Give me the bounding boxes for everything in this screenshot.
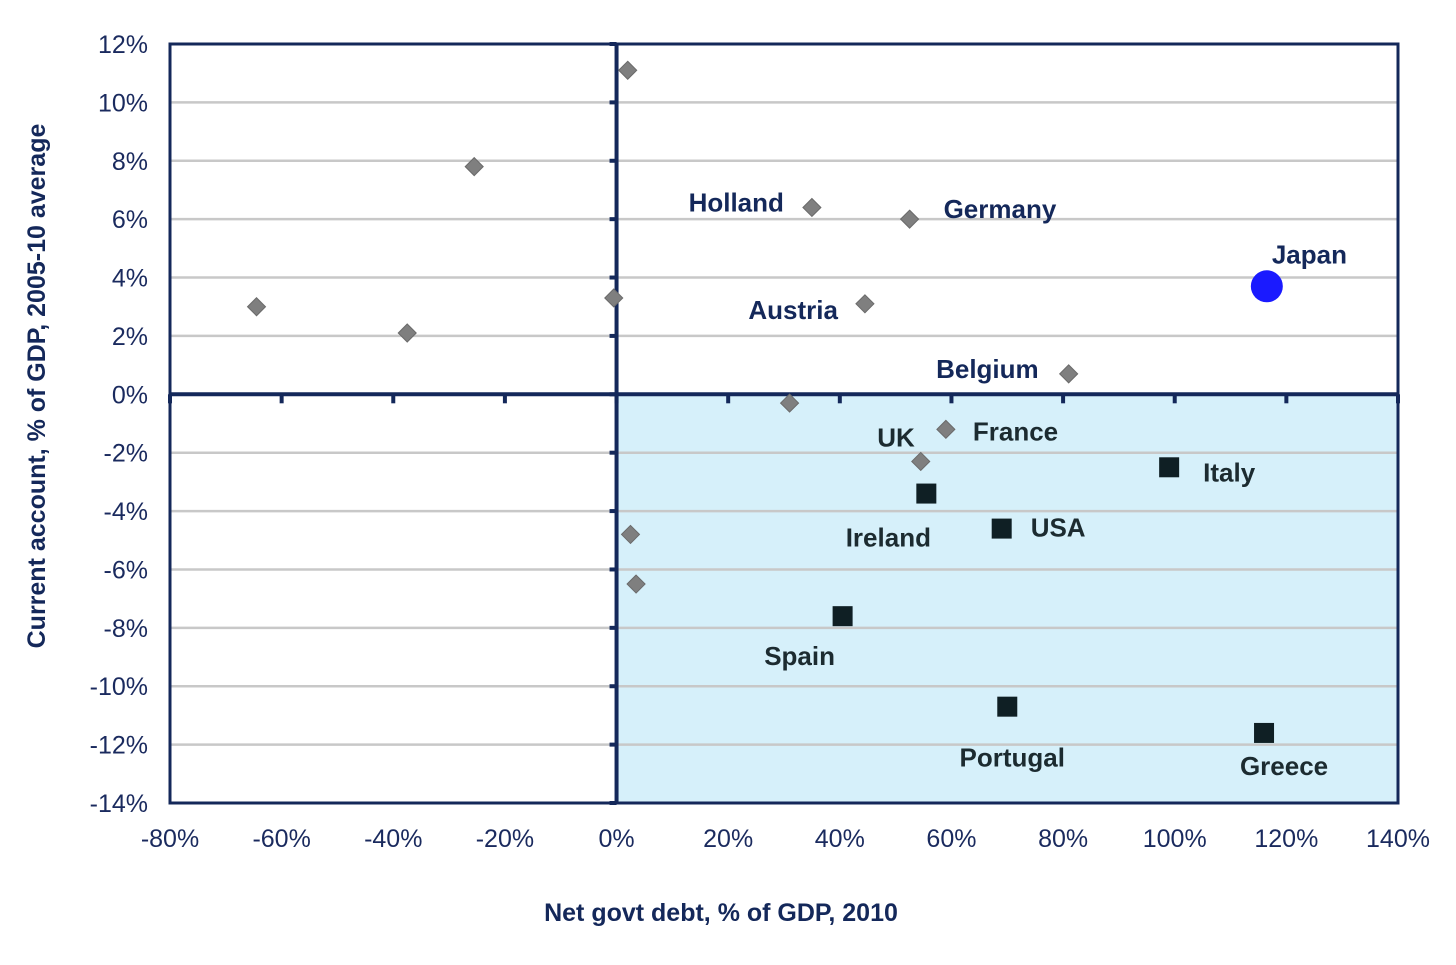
point-diamond <box>911 451 931 472</box>
x-tick-label: 140% <box>1366 825 1430 853</box>
y-tick-label: -6% <box>104 556 148 584</box>
point-label: UK <box>877 422 915 452</box>
point-label: Italy <box>1203 457 1256 487</box>
x-tick-label: 0% <box>598 825 634 853</box>
y-tick-label: 2% <box>112 323 148 351</box>
y-tick-label: 10% <box>98 89 148 117</box>
y-tick-label: -2% <box>104 440 148 468</box>
point-label: Greece <box>1240 751 1328 781</box>
x-tick-label: 20% <box>703 825 753 853</box>
data-points <box>246 60 1283 743</box>
y-tick-label: 12% <box>98 31 148 59</box>
point-diamond <box>464 156 484 177</box>
x-tick-labels: -80% -60% -40% -20% 0% 20% 40% 60% 80% 100% 120% 14… <box>141 825 1430 853</box>
y-tick-label: 4% <box>112 265 148 293</box>
point-label: Austria <box>748 295 838 325</box>
y-tick-labels: 12% 10% 8% 6% 4% 2% 0% -2% -4% -6% -8% -10% -12% -14% <box>90 31 148 818</box>
point-label: France <box>973 416 1058 446</box>
point-diamond <box>397 323 417 343</box>
point-square <box>1254 722 1275 743</box>
point-label: Japan <box>1272 239 1347 269</box>
point-diamond <box>802 197 822 218</box>
x-tick-label: 80% <box>1038 825 1088 853</box>
point-label: Holland <box>689 187 784 217</box>
point-diamond <box>899 209 920 229</box>
point-label: Belgium <box>936 354 1039 384</box>
x-tick-label: 60% <box>926 825 976 853</box>
point-square <box>916 483 937 504</box>
gridlines <box>170 101 1398 746</box>
point-diamond <box>620 524 641 545</box>
point-label: Portugal <box>960 743 1065 773</box>
point-diamond <box>246 297 267 317</box>
x-axis-title: Net govt debt, % of GDP, 2010 <box>544 899 898 927</box>
point-diamond <box>626 574 646 594</box>
zero-axes <box>168 42 1400 805</box>
y-tick-label: 8% <box>112 148 148 176</box>
x-tick-label: 120% <box>1254 825 1318 853</box>
y-tick-label: -12% <box>90 732 148 760</box>
point-label: Germany <box>944 194 1057 224</box>
y-tick-label: -14% <box>90 790 148 818</box>
point-circle <box>1250 270 1283 303</box>
x-tick-label: -40% <box>364 825 422 853</box>
x-tick-label: 100% <box>1143 825 1207 853</box>
y-tick-label: -10% <box>90 673 148 701</box>
point-square <box>832 606 853 627</box>
y-axis-title: Current account, % of GDP, 2005-10 avera… <box>23 124 51 649</box>
point-diamond <box>779 393 800 413</box>
point-diamond <box>1058 364 1079 384</box>
x-tick-label: 40% <box>815 825 865 853</box>
plot-frame <box>168 42 1400 805</box>
point-square <box>991 518 1012 539</box>
point-square <box>997 696 1018 717</box>
y-tick-label: 6% <box>112 206 148 234</box>
point-diamond <box>604 288 624 308</box>
point-diamond <box>618 60 638 80</box>
point-labels: Holland Germany Austria Belgium Japan France U… <box>689 187 1347 780</box>
point-label: Spain <box>764 641 835 671</box>
x-tick-label: -60% <box>252 825 310 853</box>
y-tick-label: 0% <box>112 381 148 409</box>
point-label: USA <box>1031 513 1086 543</box>
x-tick-label: -80% <box>141 825 199 853</box>
y-tick-label: -8% <box>104 615 148 643</box>
point-diamond <box>855 294 875 314</box>
y-tick-label: -4% <box>104 498 148 526</box>
x-tick-label: -20% <box>476 825 534 853</box>
point-diamond <box>936 419 956 440</box>
point-label: Ireland <box>846 523 931 553</box>
point-square <box>1159 457 1180 478</box>
